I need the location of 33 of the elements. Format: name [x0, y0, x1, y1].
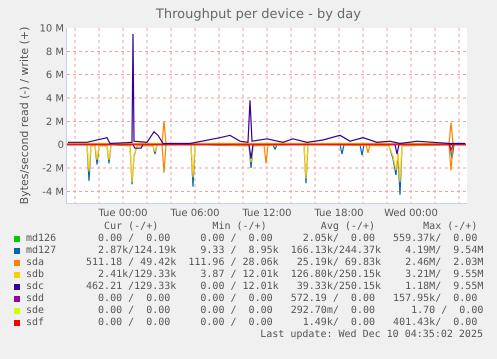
y-tick-label: 10 M: [39, 24, 64, 34]
y-tick-label: 8 M: [46, 46, 64, 58]
legend-label: sdb: [26, 269, 44, 281]
legend-label: sdd: [26, 293, 44, 305]
legend-label: sda: [26, 257, 44, 269]
x-tick-label: Tue 18:00: [313, 208, 364, 219]
y-tick-label: -4 M: [42, 186, 64, 198]
legend-label: sdf: [26, 317, 44, 329]
text: 462.21 /129.33k 0.00 / 12.01k 39.33k/250.15k 1.18M/ 9.55M: [86, 281, 484, 293]
text: Cur (-/+) Min (-/+) Avg (-/+) Max (-/+): [103, 221, 478, 233]
text: 0.00 / 0.00 0.00 / 0.00 2.05k/ 0.00 559.37k/ 0.00: [97, 233, 478, 245]
legend-label: md126: [26, 233, 56, 245]
x-tick-label: Tue 06:00: [169, 208, 220, 219]
chart-title: Throughput per device - by day: [154, 7, 362, 22]
text: 511.18 / 49.42k 111.96 / 28.06k 25.19k/ 69.83k 2.46M/ 2.03M: [86, 257, 484, 269]
legend-label: sdc: [26, 281, 44, 293]
text: 0.00 / 0.00 0.00 / 0.00 572.19 / 0.00 157.95k/ 0.00: [97, 293, 478, 305]
y-tick-label: 4 M: [46, 94, 64, 104]
y-tick-label: 0: [58, 140, 64, 152]
legend-label: md127: [26, 245, 56, 257]
text: 2.87k/124.19k 9.33 / 8.95k 166.13k/244.37k 4.19M/ 9.54M: [97, 245, 484, 257]
y-tick-label: 2 M: [46, 116, 64, 128]
text: Last update: Wed Dec 10 04:35:02 2025: [260, 329, 483, 341]
y-axis-title: Bytes/second read (-) / write (+): [18, 26, 32, 204]
text: 0.00 / 0.00 0.00 / 0.00 1.49k/ 0.00 401.43k/ 0.00: [97, 317, 478, 329]
x-tick-label: Tue 00:00: [97, 208, 148, 219]
y-tick-label: 6 M: [46, 70, 64, 82]
x-tick-label: Wed 00:00: [384, 208, 438, 219]
text: 2.41k/129.33k 3.87 / 12.01k 126.80k/250.15k 3.21M/ 9.55M: [97, 269, 484, 281]
y-tick-label: -2 M: [42, 164, 64, 174]
legend-label: sde: [26, 305, 44, 317]
x-tick-label: Tue 12:00: [241, 208, 292, 219]
text: 0.00 / 0.00 0.00 / 0.00 292.70m/ 0.00 1.70 / 0.00: [97, 305, 484, 317]
